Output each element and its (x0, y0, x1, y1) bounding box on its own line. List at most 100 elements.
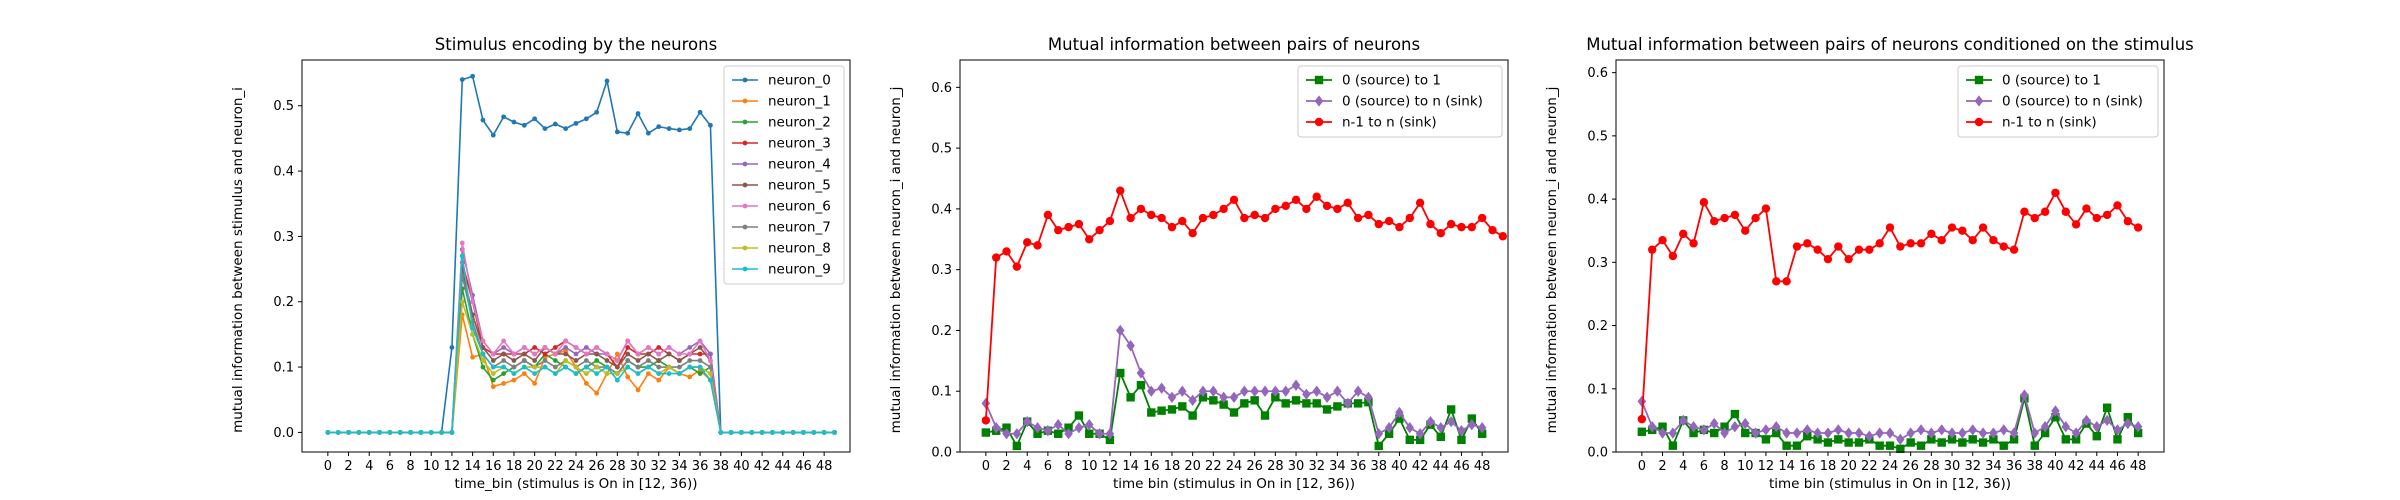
y-tick-label: 0.5 (273, 99, 294, 114)
data-point (1457, 222, 1466, 232)
data-point (697, 338, 703, 344)
data-point (2051, 413, 2060, 422)
data-point (1105, 428, 1115, 440)
data-point (583, 381, 589, 386)
data-point (1384, 216, 1394, 226)
x-tick-label: 26 (1902, 459, 1919, 474)
data-point (1751, 427, 1760, 439)
data-point (501, 371, 507, 376)
data-point (583, 351, 589, 357)
series-line (327, 300, 835, 434)
data-point (1477, 429, 1487, 438)
data-point (1188, 411, 1197, 420)
data-point (2123, 217, 2133, 226)
x-tick-label: 32 (1308, 459, 1325, 474)
data-point (991, 253, 1001, 262)
series-3 (325, 286, 837, 435)
data-point (1637, 427, 1647, 436)
data-point (1978, 438, 1988, 447)
data-point (708, 122, 713, 128)
data-point (1978, 427, 1988, 439)
data-point (1834, 435, 1843, 444)
data-point (1875, 239, 1884, 248)
data-point (563, 351, 569, 357)
data-point (1457, 425, 1466, 437)
y-axis-label: mutual information between stimulus and … (230, 87, 246, 433)
y-axis-label: mutual information between neuron_i and … (888, 87, 904, 434)
data-point (645, 351, 651, 357)
data-point (1105, 216, 1115, 226)
data-point (1689, 421, 1698, 433)
data-point (1658, 427, 1667, 439)
data-point (1188, 394, 1197, 407)
data-point (1730, 421, 1740, 433)
data-point (645, 130, 651, 136)
data-point (1209, 396, 1218, 405)
x-tick-label: 48 (2130, 459, 2147, 474)
x-tick-label: 38 (712, 459, 729, 474)
legend-marker (742, 119, 748, 125)
data-point (2061, 207, 2070, 216)
x-tick-label: 18 (506, 459, 523, 474)
data-point (1730, 210, 1740, 220)
x-tick-label: 42 (1412, 459, 1429, 474)
data-point (459, 77, 465, 82)
data-point (1761, 424, 1771, 436)
data-point (1157, 406, 1166, 415)
data-point (1322, 405, 1332, 414)
data-point (2030, 427, 2040, 439)
x-tick-label: 10 (423, 459, 440, 474)
data-point (749, 430, 755, 435)
data-point (1374, 428, 1384, 440)
data-point (1477, 213, 1487, 223)
data-point (1343, 198, 1352, 208)
data-point (408, 430, 413, 435)
data-point (666, 126, 672, 131)
x-tick-label: 8 (1720, 459, 1728, 474)
data-point (1927, 435, 1936, 444)
data-point (1467, 414, 1477, 423)
data-point (1792, 427, 1802, 439)
legend-label: 0 (source) to n (sink) (2002, 94, 2143, 110)
data-point (563, 345, 569, 350)
data-point (635, 371, 641, 376)
data-point (697, 358, 703, 363)
data-point (583, 345, 589, 350)
y-tick-label: 0.2 (931, 324, 952, 339)
data-point (2061, 435, 2070, 444)
data-point (1064, 222, 1073, 232)
data-point (1844, 438, 1853, 447)
data-point (532, 351, 538, 357)
data-point (501, 381, 507, 386)
data-point (542, 126, 548, 131)
data-point (532, 116, 538, 122)
data-point (1875, 441, 1884, 450)
x-tick-label: 36 (1350, 459, 1367, 474)
data-point (2020, 207, 2029, 216)
data-point (1792, 242, 1802, 251)
legend: 0 (source) to 1 0 (source) to n (sink) n-1… (1297, 65, 1503, 138)
legend-label: neuron_3 (768, 136, 831, 152)
x-tick-label: 2 (344, 459, 352, 474)
series-9 (325, 299, 837, 435)
data-point (1446, 219, 1456, 229)
data-point (2030, 213, 2039, 223)
series-1 (981, 368, 1487, 451)
data-point (1022, 415, 1032, 428)
series-2 (981, 324, 1487, 440)
data-point (1668, 251, 1678, 261)
data-point (1033, 241, 1042, 250)
data-point (563, 364, 569, 370)
data-point (1219, 391, 1228, 403)
data-point (563, 338, 569, 344)
legend-marker (1974, 117, 1984, 127)
data-point (1415, 435, 1425, 445)
data-point (1875, 427, 1884, 439)
legend-label: neuron_4 (768, 157, 831, 173)
data-point (2040, 421, 2050, 433)
data-point (1374, 441, 1383, 451)
data-point (645, 364, 651, 370)
data-point (708, 358, 713, 363)
y-tick-label: 0.4 (273, 165, 294, 180)
data-point (656, 371, 662, 376)
